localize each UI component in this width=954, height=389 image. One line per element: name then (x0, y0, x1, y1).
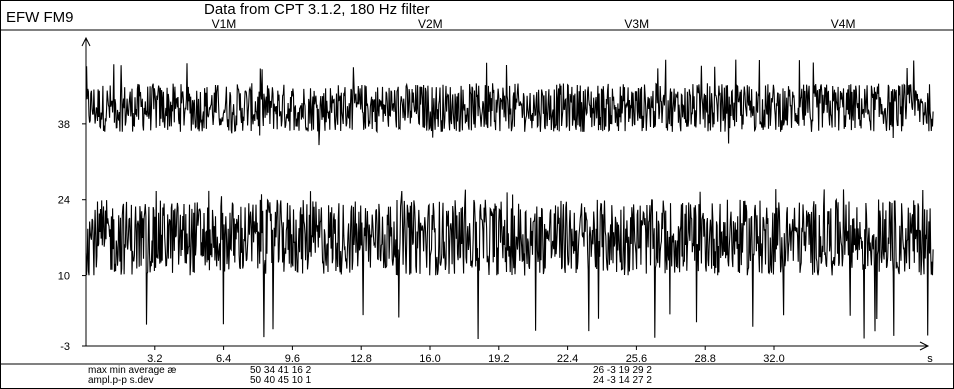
chart-title: Data from CPT 3.1.2, 180 Hz filter (204, 1, 430, 18)
y-tick-label: 24 (58, 195, 70, 207)
x-tick-label: 28.8 (694, 353, 715, 365)
stats-right-row1: 26 -3 19 29 2 (593, 365, 652, 376)
x-axis-label: s (927, 353, 933, 365)
channel-label-v3m: V3M (624, 17, 650, 31)
stats-left-row2: 50 40 45 10 1 (250, 375, 312, 386)
x-axis-arrow (919, 341, 930, 351)
channel-label-v1m: V1M (211, 17, 237, 31)
y-tick-label: -3 (60, 341, 70, 353)
y-axis-arrow (81, 36, 91, 47)
y-tick-label: 10 (58, 271, 70, 283)
stats-row1-label: max min average æ (88, 365, 177, 376)
x-tick-label: 9.6 (285, 353, 300, 365)
y-tick-label: 38 (58, 119, 70, 131)
x-tick-label: 12.8 (350, 353, 371, 365)
signal-trace-2 (85, 189, 934, 340)
channel-label-v4m: V4M (830, 17, 856, 31)
x-tick-label: 6.4 (216, 353, 231, 365)
x-tick-label: 3.2 (147, 353, 162, 365)
stats-row2-label: ampl.p-p s.dev (88, 375, 154, 386)
x-tick-label: 16.0 (419, 353, 440, 365)
stats-left-row1: 50 34 41 16 2 (250, 365, 312, 376)
x-tick-label: 22.4 (557, 353, 578, 365)
instrument-label: EFW FM9 (6, 9, 74, 26)
x-tick-label: 25.6 (626, 353, 647, 365)
x-tick-label: 32.0 (763, 353, 784, 365)
stats-right-row2: 24 -3 14 27 2 (593, 375, 652, 386)
channel-label-v2m: V2M (418, 17, 443, 31)
signal-trace-1 (85, 59, 934, 146)
x-tick-label: 19.2 (488, 353, 509, 365)
